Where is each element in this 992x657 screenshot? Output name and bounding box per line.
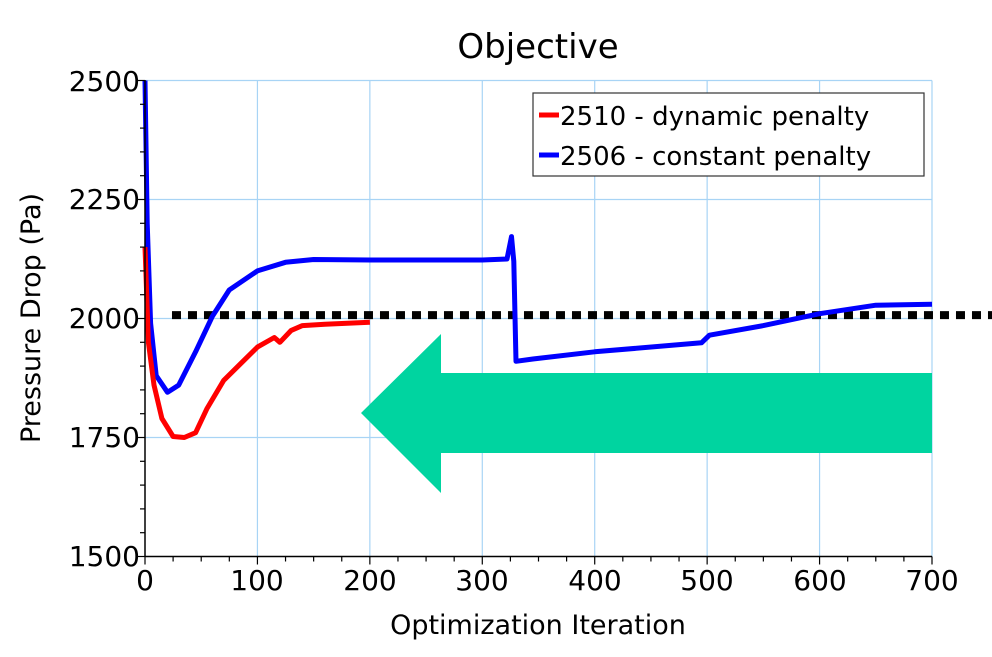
- x-tick-label: 600: [793, 564, 846, 597]
- legend-label-constant-penalty: 2506 - constant penalty: [560, 142, 871, 172]
- left-arrow-annotation: [361, 334, 932, 493]
- y-tick-label: 1500: [69, 540, 140, 573]
- x-tick-label: 700: [905, 564, 958, 597]
- chart-title: Objective: [457, 27, 618, 67]
- y-tick-label: 2500: [69, 65, 140, 98]
- x-tick-label: 200: [343, 564, 396, 597]
- y-tick-labels: 1500 1750 2000 2250 2500: [69, 65, 140, 573]
- legend: 2510 - dynamic penalty 2506 - constant p…: [532, 92, 925, 177]
- x-tick-labels: 0 100 200 300 400 500 600 700: [136, 564, 959, 597]
- legend-box: [532, 92, 925, 177]
- series-line-dynamic-penalty: [142, 247, 371, 440]
- x-tick-label: 500: [680, 564, 733, 597]
- x-tick-label: 0: [136, 564, 154, 597]
- x-tick-label: 100: [230, 564, 283, 597]
- x-tick-label: 400: [568, 564, 621, 597]
- x-axis-label: Optimization Iteration: [390, 610, 686, 641]
- y-tick-label: 1750: [69, 421, 140, 454]
- y-tick-label: 2000: [69, 302, 140, 335]
- series-line-constant-penalty: [142, 80, 933, 395]
- x-tick-label: 300: [455, 564, 508, 597]
- legend-label-dynamic-penalty: 2510 - dynamic penalty: [560, 102, 869, 132]
- y-tick-label: 2250: [69, 183, 140, 216]
- y-axis-label: Pressure Drop (Pa): [16, 193, 47, 443]
- axis-ticks: [137, 79, 933, 565]
